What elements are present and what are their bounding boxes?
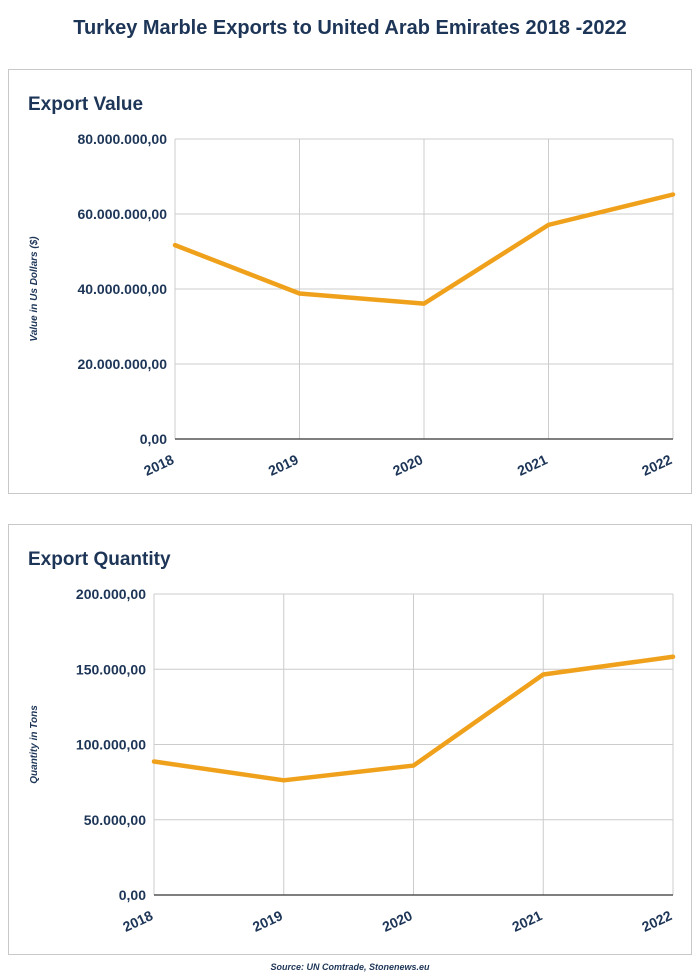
x-tick-label: 2018 [141, 451, 176, 479]
y-tick-label: 150.000,00 [76, 661, 146, 677]
export-quantity-panel: Export Quantity 0,00 50.000,00 100.000,00 1… [8, 524, 692, 955]
source-note: Source: UN Comtrade, Stonenews.eu [270, 962, 430, 972]
x-tick-label: 2021 [515, 451, 550, 479]
x-tick-label: 2019 [250, 907, 285, 935]
y-tick-label: 20.000.000,00 [77, 356, 167, 372]
y-axis-label: Value in Us Dollars ($) [29, 236, 40, 342]
page-title: Turkey Marble Exports to United Arab Emi… [73, 17, 627, 39]
y-tick-label: 60.000.000,00 [77, 206, 167, 222]
data-point [546, 222, 551, 227]
y-tick-label: 0,00 [140, 431, 167, 447]
export-value-chart: 0,00 20.000.000,00 40.000.000,00 60.000.000… [29, 131, 676, 479]
y-axis-label: Quantity in Tons [29, 705, 40, 784]
data-point [152, 759, 156, 764]
export-value-panel: Export Value 0,00 20.000.000,00 40.000.000… [8, 69, 692, 494]
data-point [297, 291, 302, 296]
data-point [173, 243, 177, 248]
y-tick-label: 80.000.000,00 [77, 131, 167, 147]
data-point [281, 778, 286, 783]
x-tick-label: 2020 [390, 451, 425, 479]
data-point [422, 301, 426, 306]
x-tick-label: 2020 [380, 907, 415, 935]
y-tick-label: 100.000,00 [76, 737, 146, 753]
x-tick-label: 2022 [639, 451, 674, 479]
data-point [541, 672, 546, 677]
export-quantity-chart: 0,00 50.000,00 100.000,00 150.000,00 200.000… [29, 586, 676, 935]
x-tick-label: 2018 [120, 907, 155, 935]
y-tick-label: 50.000,00 [84, 812, 146, 828]
x-tick-label: 2022 [639, 907, 674, 935]
y-tick-label: 0,00 [119, 887, 146, 903]
x-tick-label: 2019 [266, 451, 301, 479]
x-tick-label: 2021 [510, 907, 545, 935]
data-point [671, 192, 675, 197]
export-quantity-chart-title: Export Quantity [28, 549, 171, 570]
export-value-chart-title: Export Value [28, 94, 144, 115]
y-tick-label: 40.000.000,00 [77, 281, 167, 297]
data-point [671, 654, 675, 659]
data-point [411, 763, 416, 768]
y-tick-label: 200.000,00 [76, 586, 146, 602]
